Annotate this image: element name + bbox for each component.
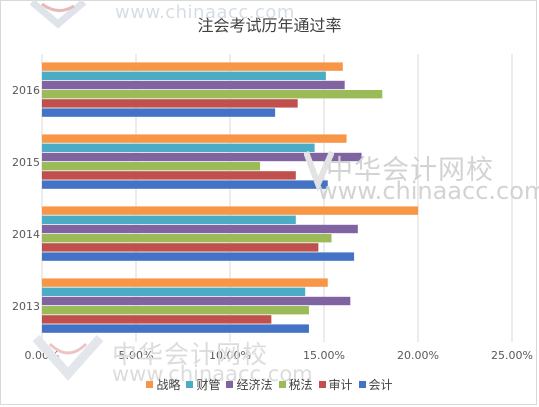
watermark-logo-bottom xyxy=(32,335,104,381)
bar-会计-2014 xyxy=(42,252,355,261)
legend-label: 审计 xyxy=(328,378,353,392)
legend-item: 税法 xyxy=(278,376,313,393)
category-label: 2016 xyxy=(12,84,40,97)
bar-会计-2015 xyxy=(42,180,328,189)
bar-税法-2015 xyxy=(42,162,261,171)
legend: 战略 财管 经济法 税法 审计 会计 xyxy=(0,376,539,393)
bar-经济法-2016 xyxy=(42,80,345,90)
bar-会计-2013 xyxy=(42,324,309,333)
watermark-logo-top xyxy=(29,0,87,29)
bar-经济法-2015 xyxy=(42,152,362,162)
x-tick-label: 5.00% xyxy=(119,349,154,362)
bar-财管-2014 xyxy=(42,215,296,224)
bar-审计-2016 xyxy=(42,99,298,108)
bar-战略-2013 xyxy=(42,278,328,287)
bar-审计-2013 xyxy=(42,315,272,324)
legend-swatch xyxy=(226,381,234,388)
legend-label: 财管 xyxy=(196,378,221,392)
bar-税法-2016 xyxy=(42,90,383,99)
bar-财管-2013 xyxy=(42,287,306,296)
legend-swatch xyxy=(146,381,154,388)
legend-item: 会计 xyxy=(358,376,393,393)
category-label: 2015 xyxy=(12,156,40,169)
chart-title: 注会考试历年通过率 xyxy=(197,16,342,35)
legend-swatch xyxy=(358,381,366,388)
bar-审计-2014 xyxy=(42,243,319,252)
x-tick-label: 20.00% xyxy=(397,349,439,362)
legend-label: 会计 xyxy=(368,378,393,392)
legend-swatch xyxy=(278,381,286,388)
bar-战略-2016 xyxy=(42,62,343,71)
legend-item: 战略 xyxy=(146,376,180,393)
bar-经济法-2013 xyxy=(42,296,351,306)
bar-税法-2014 xyxy=(42,234,332,243)
legend-label: 战略 xyxy=(156,378,181,392)
x-tick-label: 15.00% xyxy=(303,349,345,362)
legend-swatch xyxy=(318,381,326,388)
legend-item: 审计 xyxy=(318,376,353,393)
bar-财管-2016 xyxy=(42,71,326,80)
bar-财管-2015 xyxy=(42,143,315,152)
legend-swatch xyxy=(186,381,194,388)
category-label: 2014 xyxy=(12,228,40,241)
legend-item: 经济法 xyxy=(226,376,273,393)
legend-label: 税法 xyxy=(288,378,313,392)
legend-item: 财管 xyxy=(186,376,220,393)
bar-战略-2014 xyxy=(42,206,418,215)
legend-label: 经济法 xyxy=(236,378,273,392)
bar-战略-2015 xyxy=(42,134,347,143)
x-tick-label: 10.00% xyxy=(209,349,251,362)
bar-税法-2013 xyxy=(42,306,309,315)
bar-会计-2016 xyxy=(42,108,276,117)
watermark-logo-middle xyxy=(304,150,334,192)
x-tick-label: 25.00% xyxy=(491,349,533,362)
category-label: 2013 xyxy=(12,300,40,313)
bar-审计-2015 xyxy=(42,171,296,180)
bar-经济法-2014 xyxy=(42,224,358,234)
